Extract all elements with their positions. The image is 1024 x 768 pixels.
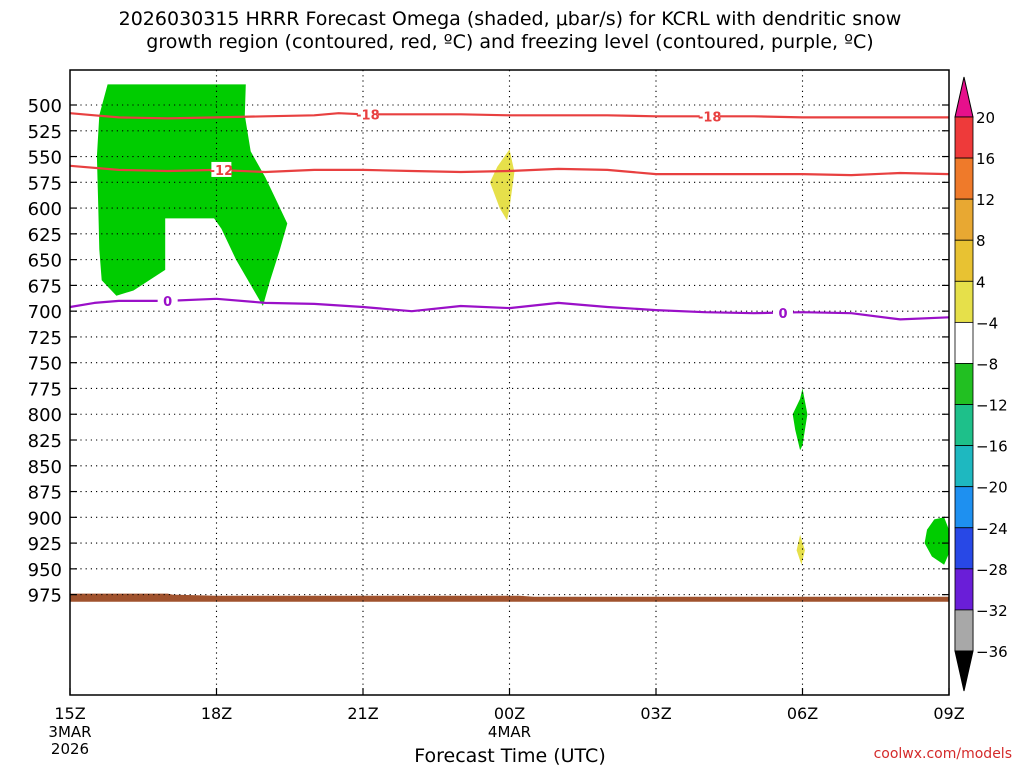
colorbar-swatch-6 [954,363,974,405]
colorbar-bottom-arrow [954,650,974,692]
colorbar-label-5: −4 [976,314,998,332]
x-axis-label: Forecast Time (UTC) [414,745,606,767]
y-tick-label-650: 650 [28,251,62,272]
y-tick-label-600: 600 [28,199,62,220]
x-tick-label-03Z: 03Z [640,704,671,723]
y-tick-label-625: 625 [28,225,62,246]
colorbar-label-4: 4 [976,273,986,291]
y-tick-label-550: 550 [28,148,62,169]
colorbar-label-3: 8 [976,232,986,250]
colorbar-label-7: −12 [976,397,1008,415]
x-tick-label-00Z: 00Z [494,704,525,723]
y-tick-label-950: 950 [28,560,62,581]
colorbar-swatch-gray [954,609,974,652]
contour-label-bg-dgz_-18-1 [699,108,720,124]
x-tick-label-21Z: 21Z [347,704,378,723]
contour-label-bg-freezing_0-1 [772,305,793,321]
omega-shading-layer [70,84,949,602]
contour-label-dgz_-12-0: -12 [210,164,234,179]
colorbar-swatch-7 [954,404,974,447]
x-tick-label-15Z: 15Z [54,704,85,723]
colorbar-label-2: 12 [976,191,995,209]
chart-title-line1: 2026030315 HRRR Forecast Omega (shaded, … [118,8,902,30]
colorbar-swatch-3 [954,239,974,282]
colorbar-swatch-10 [954,527,974,570]
x-tick-sub2-15Z: 2026 [51,740,89,758]
colorbar-swatch-0 [954,116,974,159]
colorbar-swatch-11 [954,568,974,611]
grid-lines [70,70,949,695]
y-tick-label-750: 750 [28,354,62,375]
contour-label-bg-dgz_-18-0 [357,106,378,122]
colorbar-swatch-8 [954,445,974,488]
colorbar-label-13: −36 [976,643,1008,661]
colorbar-swatch-1 [954,157,974,200]
contour-label-freezing_0-0: 0 [163,295,172,310]
chart-title-line2: growth region (contoured, red, ºC) and f… [146,31,874,53]
y-tick-label-675: 675 [28,276,62,297]
contour-label-bg-freezing_0-0 [157,292,178,308]
colorbar-label-8: −16 [976,438,1008,456]
y-tick-label-800: 800 [28,405,62,426]
y-tick-label-825: 825 [28,431,62,452]
y-tick-label-900: 900 [28,508,62,529]
shade-terrain [70,593,949,602]
colorbar-label-0: 20 [976,109,995,127]
colorbar: 20 16 12 8 4 −4 −8 −12 −16 −20 −24 −28 −32 −36 [954,76,1008,692]
y-tick-label-975: 975 [28,586,62,607]
chart-title: 2026030315 HRRR Forecast Omega (shaded, … [0,8,1020,54]
colorbar-swatch-9 [954,486,974,529]
credit-text: coolwx.com/models [873,746,1012,762]
y-tick-label-725: 725 [28,328,62,349]
y-axis: 500 525 550 575 600 625 650 675 700 725 750 775 800 8… [28,96,949,607]
colorbar-swatch-4 [954,280,974,323]
y-tick-label-700: 700 [28,302,62,323]
colorbar-label-12: −32 [976,602,1008,620]
y-tick-label-875: 875 [28,483,62,504]
contour-dgz_-18 [69,112,949,120]
colorbar-top-arrow [954,76,974,118]
shade-omega_neg4_c [924,517,949,565]
y-tick-label-575: 575 [28,173,62,194]
contour-layer: -18 -18 -12 0 0 [69,106,950,322]
contour-label-dgz_-18-0: -18 [356,108,380,123]
contour-freezing_0 [69,297,950,321]
colorbar-swatch-5 [954,321,974,364]
colorbar-swatch-2 [954,198,974,241]
colorbar-label-6: −8 [976,355,998,373]
x-tick-label-18Z: 18Z [201,704,232,723]
x-tick-sub1-15Z: 3MAR [48,723,91,741]
colorbar-label-11: −28 [976,561,1008,579]
contour-label-bg-dgz_-12-0 [211,161,232,177]
colorbar-label-10: −24 [976,520,1008,538]
colorbar-label-1: 16 [976,150,995,168]
contour-label-freezing_0-1: 0 [778,307,787,322]
x-tick-label-06Z: 06Z [787,704,818,723]
shade-omega_neg4_main [96,84,288,307]
shade-omega_neg4_b [792,388,808,451]
shade-omega_pos4_a [490,149,515,221]
y-tick-label-775: 775 [28,379,62,400]
contour-label-dgz_-18-1: -18 [698,110,722,125]
y-tick-label-850: 850 [28,457,62,478]
y-tick-label-500: 500 [28,96,62,117]
shade-omega_pos4_b [796,534,805,565]
x-tick-sub1-00Z: 4MAR [488,723,531,741]
y-tick-label-525: 525 [28,122,62,143]
y-tick-label-925: 925 [28,534,62,555]
colorbar-label-9: −20 [976,479,1008,497]
x-tick-label-09Z: 09Z [933,704,964,723]
